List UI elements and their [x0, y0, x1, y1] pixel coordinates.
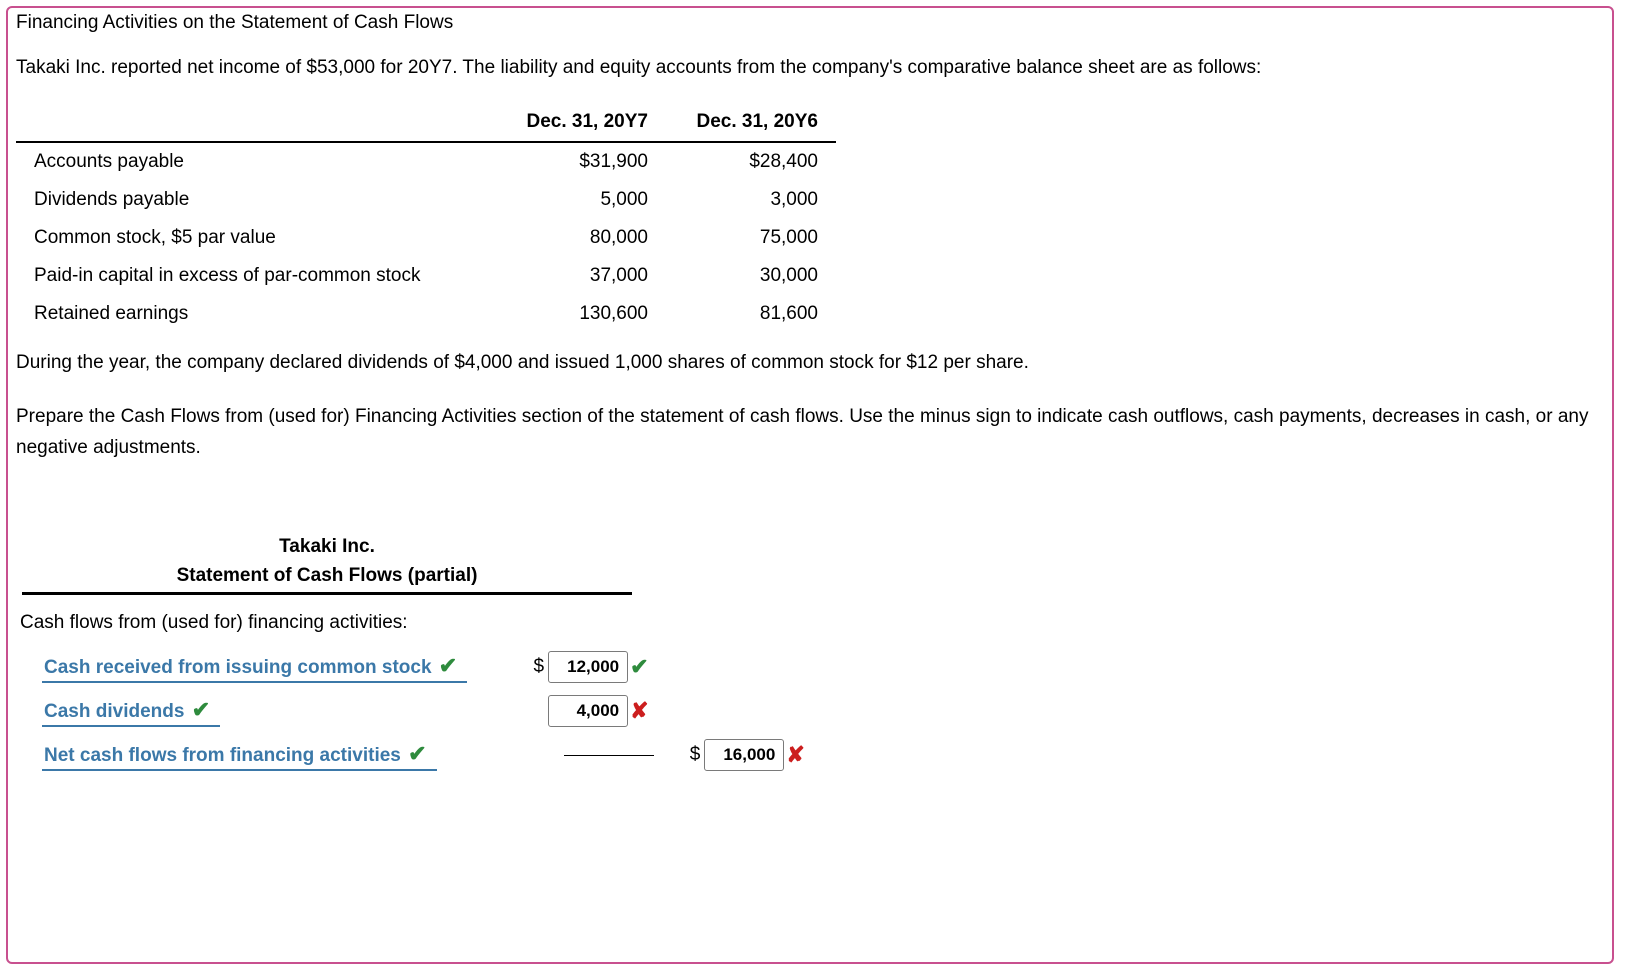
cell-account: Common stock, $5 par value	[16, 219, 496, 257]
table-row: Common stock, $5 par value 80,000 75,000	[16, 219, 836, 257]
cell-account: Retained earnings	[16, 295, 496, 333]
table-row: Dividends payable 5,000 3,000	[16, 181, 836, 219]
scf-section-label-row: Cash flows from (used for) financing act…	[16, 603, 846, 643]
cell-y7: 130,600	[496, 295, 666, 333]
table-header-row: Dec. 31, 20Y7 Dec. 31, 20Y6	[16, 105, 836, 142]
scf-row-cash-dividends: Cash dividends ✔ $ ✘	[16, 691, 846, 731]
intro-paragraph: Takaki Inc. reported net income of $53,0…	[16, 52, 1604, 83]
col-header-20y6: Dec. 31, 20Y6	[666, 105, 836, 142]
check-icon: ✔	[439, 653, 457, 678]
cell-y7: $31,900	[496, 142, 666, 181]
dropdown-issuing-stock[interactable]: Cash received from issuing common stock …	[42, 651, 467, 683]
check-icon: ✔	[192, 697, 210, 722]
cell-account: Dividends payable	[16, 181, 496, 219]
cell-y7: 37,000	[496, 257, 666, 295]
dropdown-label: Cash dividends	[44, 701, 184, 722]
cell-y6: 81,600	[666, 295, 836, 333]
cross-icon: ✘	[786, 742, 804, 768]
check-icon: ✔	[630, 654, 648, 680]
dropdown-net-cash-flows[interactable]: Net cash flows from financing activities…	[42, 739, 437, 771]
cell-y6: $28,400	[666, 142, 836, 181]
cell-y6: 75,000	[666, 219, 836, 257]
check-icon: ✔	[408, 741, 426, 766]
dropdown-cash-dividends[interactable]: Cash dividends ✔	[42, 695, 220, 727]
cell-y6: 30,000	[666, 257, 836, 295]
dropdown-label: Net cash flows from financing activities	[44, 745, 401, 766]
input-net-cash-flows-amount[interactable]	[704, 739, 784, 771]
table-row: Retained earnings 130,600 81,600	[16, 295, 836, 333]
cell-account: Accounts payable	[16, 142, 496, 181]
col-header-20y7: Dec. 31, 20Y7	[496, 105, 666, 142]
dollar-sign: $	[690, 744, 701, 766]
input-issuing-stock-amount[interactable]	[548, 651, 628, 683]
balance-sheet-table: Dec. 31, 20Y7 Dec. 31, 20Y6 Accounts pay…	[16, 105, 836, 333]
input-cash-dividends-amount[interactable]	[548, 695, 628, 727]
scf-body: Cash flows from (used for) financing act…	[16, 595, 846, 775]
scf-row-net-cash-flows: Net cash flows from financing activities…	[16, 735, 846, 775]
scf-statement-title: Statement of Cash Flows (partial)	[22, 562, 632, 591]
prepare-paragraph: Prepare the Cash Flows from (used for) F…	[16, 401, 1604, 464]
scf-section: Takaki Inc. Statement of Cash Flows (par…	[16, 533, 1604, 775]
cell-y6: 3,000	[666, 181, 836, 219]
dollar-sign: $	[534, 656, 545, 678]
scf-row-issuing-stock: Cash received from issuing common stock …	[16, 647, 846, 687]
cross-icon: ✘	[630, 698, 648, 724]
cell-account: Paid-in capital in excess of par-common …	[16, 257, 496, 295]
scf-company: Takaki Inc.	[22, 533, 632, 562]
cell-y7: 5,000	[496, 181, 666, 219]
table-row: Paid-in capital in excess of par-common …	[16, 257, 836, 295]
scf-section-label: Cash flows from (used for) financing act…	[16, 608, 408, 638]
subtotal-rule	[564, 755, 654, 756]
dropdown-label: Cash received from issuing common stock	[44, 657, 432, 678]
table-row: Accounts payable $31,900 $28,400	[16, 142, 836, 181]
question-frame: Financing Activities on the Statement of…	[6, 6, 1614, 964]
scf-heading: Takaki Inc. Statement of Cash Flows (par…	[22, 533, 632, 595]
page-title: Financing Activities on the Statement of…	[16, 12, 1604, 34]
during-paragraph: During the year, the company declared di…	[16, 347, 1604, 378]
col-header-account	[16, 105, 496, 142]
cell-y7: 80,000	[496, 219, 666, 257]
